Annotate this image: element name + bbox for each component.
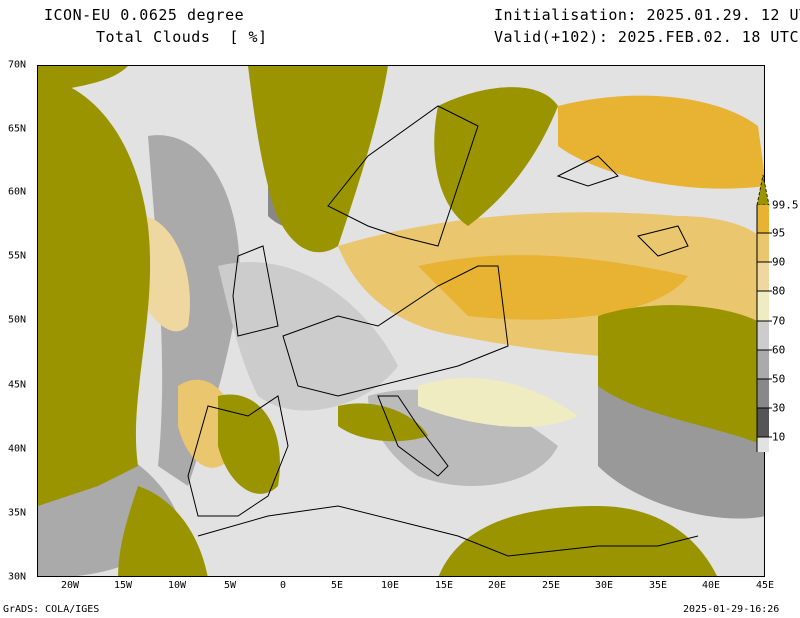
valid-time: Valid(+102): 2025.FEB.02. 18 UTC bbox=[494, 28, 799, 46]
y-tick: 50N bbox=[8, 314, 27, 326]
x-tick: 5E bbox=[330, 580, 344, 591]
legend-label: 90 bbox=[772, 255, 786, 269]
legend-label: 60 bbox=[772, 343, 786, 357]
x-tick: 20W bbox=[60, 580, 80, 591]
y-tick: 65N bbox=[8, 123, 27, 135]
legend-swatch bbox=[757, 350, 769, 379]
legend-label: 10 bbox=[772, 430, 786, 444]
legend-bottom-swatch bbox=[757, 437, 769, 452]
legend-label: 95 bbox=[772, 226, 786, 240]
legend-label: 80 bbox=[772, 284, 786, 298]
x-tick: 5W bbox=[223, 580, 237, 591]
y-tick: 60N bbox=[8, 186, 27, 198]
olive-overcast-areas bbox=[38, 66, 764, 576]
x-tick: 30E bbox=[594, 580, 614, 591]
x-tick: 20E bbox=[487, 580, 507, 591]
x-tick: 25E bbox=[541, 580, 561, 591]
y-tick: 30N bbox=[8, 571, 27, 583]
y-tick: 45N bbox=[8, 379, 27, 391]
legend-label: 70 bbox=[772, 314, 786, 328]
orange-cloud-areas bbox=[128, 95, 764, 468]
legend-label: 50 bbox=[772, 372, 786, 386]
y-tick: 70N bbox=[8, 59, 27, 71]
cloud-cover-map bbox=[37, 65, 765, 577]
legend-label: 99.5 bbox=[772, 198, 799, 212]
x-tick: 15E bbox=[434, 580, 454, 591]
legend-swatch bbox=[757, 408, 769, 437]
cloud-field bbox=[38, 66, 764, 576]
x-tick: 40E bbox=[701, 580, 721, 591]
generated-timestamp: 2025-01-29-16:26 bbox=[683, 604, 780, 615]
legend-swatch bbox=[757, 379, 769, 408]
initialisation-time: Initialisation: 2025.01.29. 12 UTC bbox=[494, 6, 800, 24]
legend-label: 30 bbox=[772, 401, 786, 415]
variable-title: Total Clouds [ %] bbox=[96, 28, 268, 46]
y-tick: 55N bbox=[8, 250, 27, 262]
software-credit: GrADS: COLA/IGES bbox=[3, 604, 100, 615]
y-tick: 35N bbox=[8, 507, 27, 519]
x-tick: 10W bbox=[167, 580, 187, 591]
color-legend bbox=[756, 174, 772, 452]
legend-swatch bbox=[757, 291, 769, 321]
x-tick: 0 bbox=[279, 580, 287, 591]
legend-top-arrow bbox=[756, 174, 770, 206]
legend-swatch bbox=[757, 321, 769, 350]
x-tick: 15W bbox=[113, 580, 133, 591]
x-tick: 45E bbox=[755, 580, 775, 591]
coastlines bbox=[187, 105, 699, 557]
model-title: ICON-EU 0.0625 degree bbox=[44, 6, 245, 24]
x-tick: 10E bbox=[380, 580, 400, 591]
legend-swatch bbox=[757, 262, 769, 291]
legend-swatch bbox=[757, 233, 769, 262]
x-tick: 35E bbox=[648, 580, 668, 591]
legend-swatch bbox=[757, 205, 769, 233]
y-tick: 40N bbox=[8, 443, 27, 455]
